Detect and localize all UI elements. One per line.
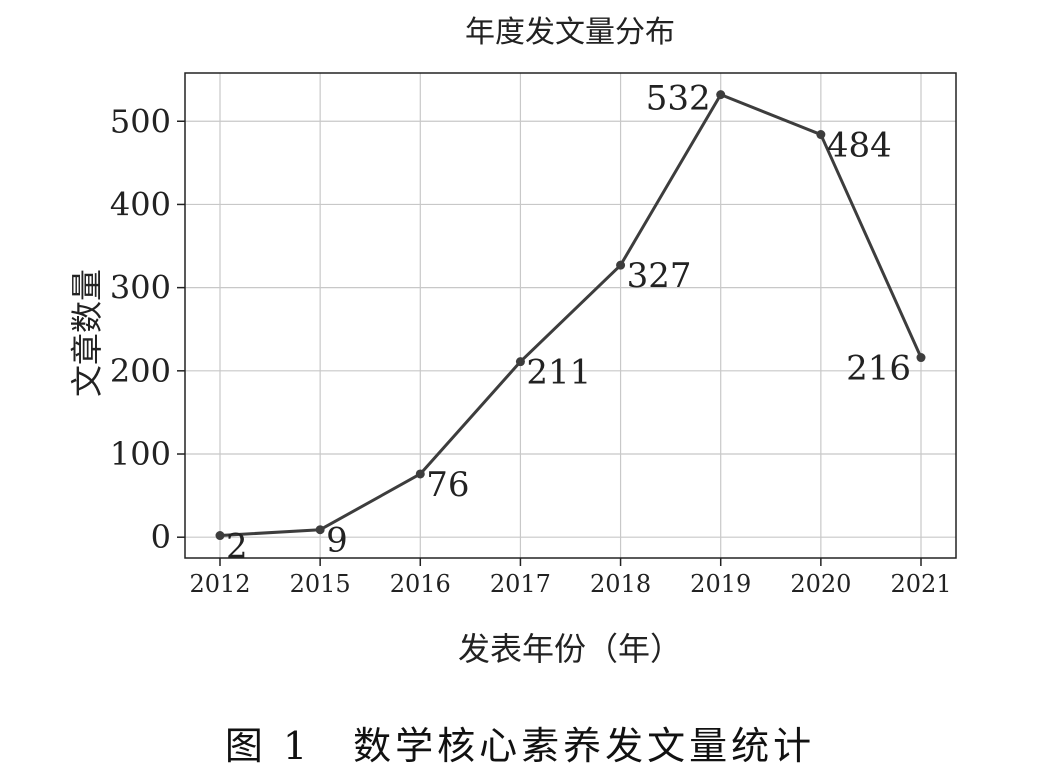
- x-tick-label: 2021: [890, 570, 951, 598]
- x-tick-label: 2012: [189, 570, 250, 598]
- plot-frame: [184, 72, 957, 559]
- series: [215, 90, 926, 541]
- y-tick-label: 200: [110, 352, 171, 390]
- data-point: [515, 357, 525, 367]
- y-axis-label: 文章数量: [68, 269, 106, 397]
- y-tick-label: 0: [151, 518, 171, 556]
- y-tick-label: 300: [110, 269, 171, 307]
- y-tick-label: 100: [110, 435, 171, 473]
- data-point: [716, 90, 726, 100]
- data-label: 532: [646, 79, 711, 119]
- data-label: 2: [226, 527, 248, 567]
- x-tick-label: 2019: [690, 570, 751, 598]
- x-tick-label: 2015: [290, 570, 351, 598]
- y-tick-label: 500: [110, 102, 171, 140]
- data-label: 76: [426, 465, 469, 505]
- data-point: [215, 531, 225, 541]
- data-label: 9: [326, 521, 348, 561]
- data-point: [616, 260, 626, 270]
- data-label: 211: [526, 353, 591, 393]
- data-point: [315, 525, 325, 535]
- x-axis-label: 发表年份（年）: [458, 630, 682, 668]
- x-tick-label: 2016: [390, 570, 451, 598]
- data-label: 327: [627, 256, 692, 296]
- data-point: [916, 353, 926, 363]
- axes: 0 100 200 300 400 500 2012 2015 2016 2017 2018 2019…: [110, 102, 952, 598]
- data-point: [415, 469, 425, 479]
- y-tick-label: 400: [110, 185, 171, 223]
- data-labels: 2 9 76 211 327 532 484 216: [226, 79, 911, 567]
- x-tick-label: 2020: [790, 570, 851, 598]
- x-tick-label: 2018: [590, 570, 651, 598]
- x-tick-label: 2017: [490, 570, 551, 598]
- figure-caption: 图 1 数学核心素养发文量统计: [224, 724, 816, 768]
- line-chart: 年度发文量分布 0 100 200 300 400 500 2012 2015 2016 2017…: [68, 15, 957, 668]
- data-label: 216: [846, 349, 911, 389]
- chart-title: 年度发文量分布: [465, 15, 675, 50]
- series-line: [219, 93, 923, 538]
- grid: [185, 73, 956, 558]
- data-point: [816, 130, 826, 140]
- data-label: 484: [827, 126, 892, 166]
